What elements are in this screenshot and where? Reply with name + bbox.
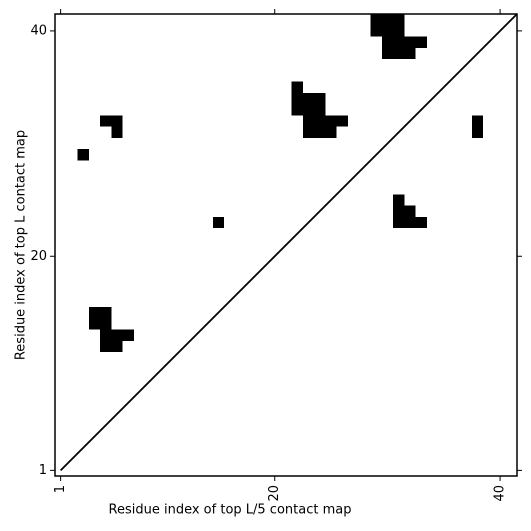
contact-cell <box>314 104 326 116</box>
contact-cell <box>415 216 427 229</box>
diagonal <box>59 13 518 472</box>
contact-cell <box>404 205 416 217</box>
y-tick-label: 40 <box>30 23 47 38</box>
contact-cell <box>302 104 315 116</box>
contact-cell <box>325 126 337 138</box>
y-tick-label: 1 <box>39 463 47 478</box>
contact-cell <box>111 329 123 341</box>
contact-cell <box>471 126 484 138</box>
y-tick-label: 20 <box>30 249 47 264</box>
contact-cell <box>291 92 303 105</box>
contact-cell <box>325 115 337 127</box>
contact-cell <box>314 92 326 105</box>
contact-cell <box>381 36 394 48</box>
contact-cell <box>404 36 416 48</box>
contact-cell <box>88 318 101 330</box>
contact-cell <box>471 115 484 127</box>
contact-cell <box>100 329 112 341</box>
contact-cell <box>122 329 134 341</box>
contact-cell <box>393 14 405 26</box>
contact-cell <box>291 104 303 116</box>
contact-cell <box>314 126 326 138</box>
contact-cell <box>381 14 394 26</box>
contact-cell <box>111 340 123 353</box>
contact-cell <box>302 115 315 127</box>
contact-cell <box>100 306 112 319</box>
x-tick-label: 20 <box>267 485 282 502</box>
contact-cell <box>77 149 89 161</box>
contact-cell <box>291 81 303 93</box>
contact-cell <box>393 47 405 60</box>
contact-cell <box>393 216 405 229</box>
contact-cell <box>393 25 405 37</box>
contact-cell <box>404 47 416 60</box>
contact-cell <box>381 47 394 60</box>
x-axis-label: Residue index of top L/5 contact map <box>109 503 352 518</box>
contact-cell <box>100 115 112 127</box>
plot-frame <box>54 13 518 477</box>
contact-cell <box>370 25 382 37</box>
contact-cell <box>100 318 112 330</box>
contact-cell <box>415 36 427 48</box>
contact-cell <box>404 216 416 229</box>
contact-cell <box>302 92 315 105</box>
contact-cell <box>336 115 348 127</box>
y-axis-label: Residue index of top L contact map <box>14 130 29 360</box>
contact-cell <box>302 126 315 138</box>
contact-cell <box>100 340 112 353</box>
x-tick-label: 1 <box>53 485 68 493</box>
contact-cell <box>314 115 326 127</box>
contact-cell <box>393 36 405 48</box>
contact-cell <box>111 115 123 127</box>
contact-cell <box>381 25 394 37</box>
contact-cell <box>212 216 225 229</box>
contact-cell <box>111 126 123 138</box>
x-tick-label: 40 <box>493 485 508 502</box>
contact-cell <box>393 194 405 206</box>
contact-cell <box>370 14 382 26</box>
contact-cell <box>393 205 405 217</box>
contact-cell <box>88 306 101 319</box>
